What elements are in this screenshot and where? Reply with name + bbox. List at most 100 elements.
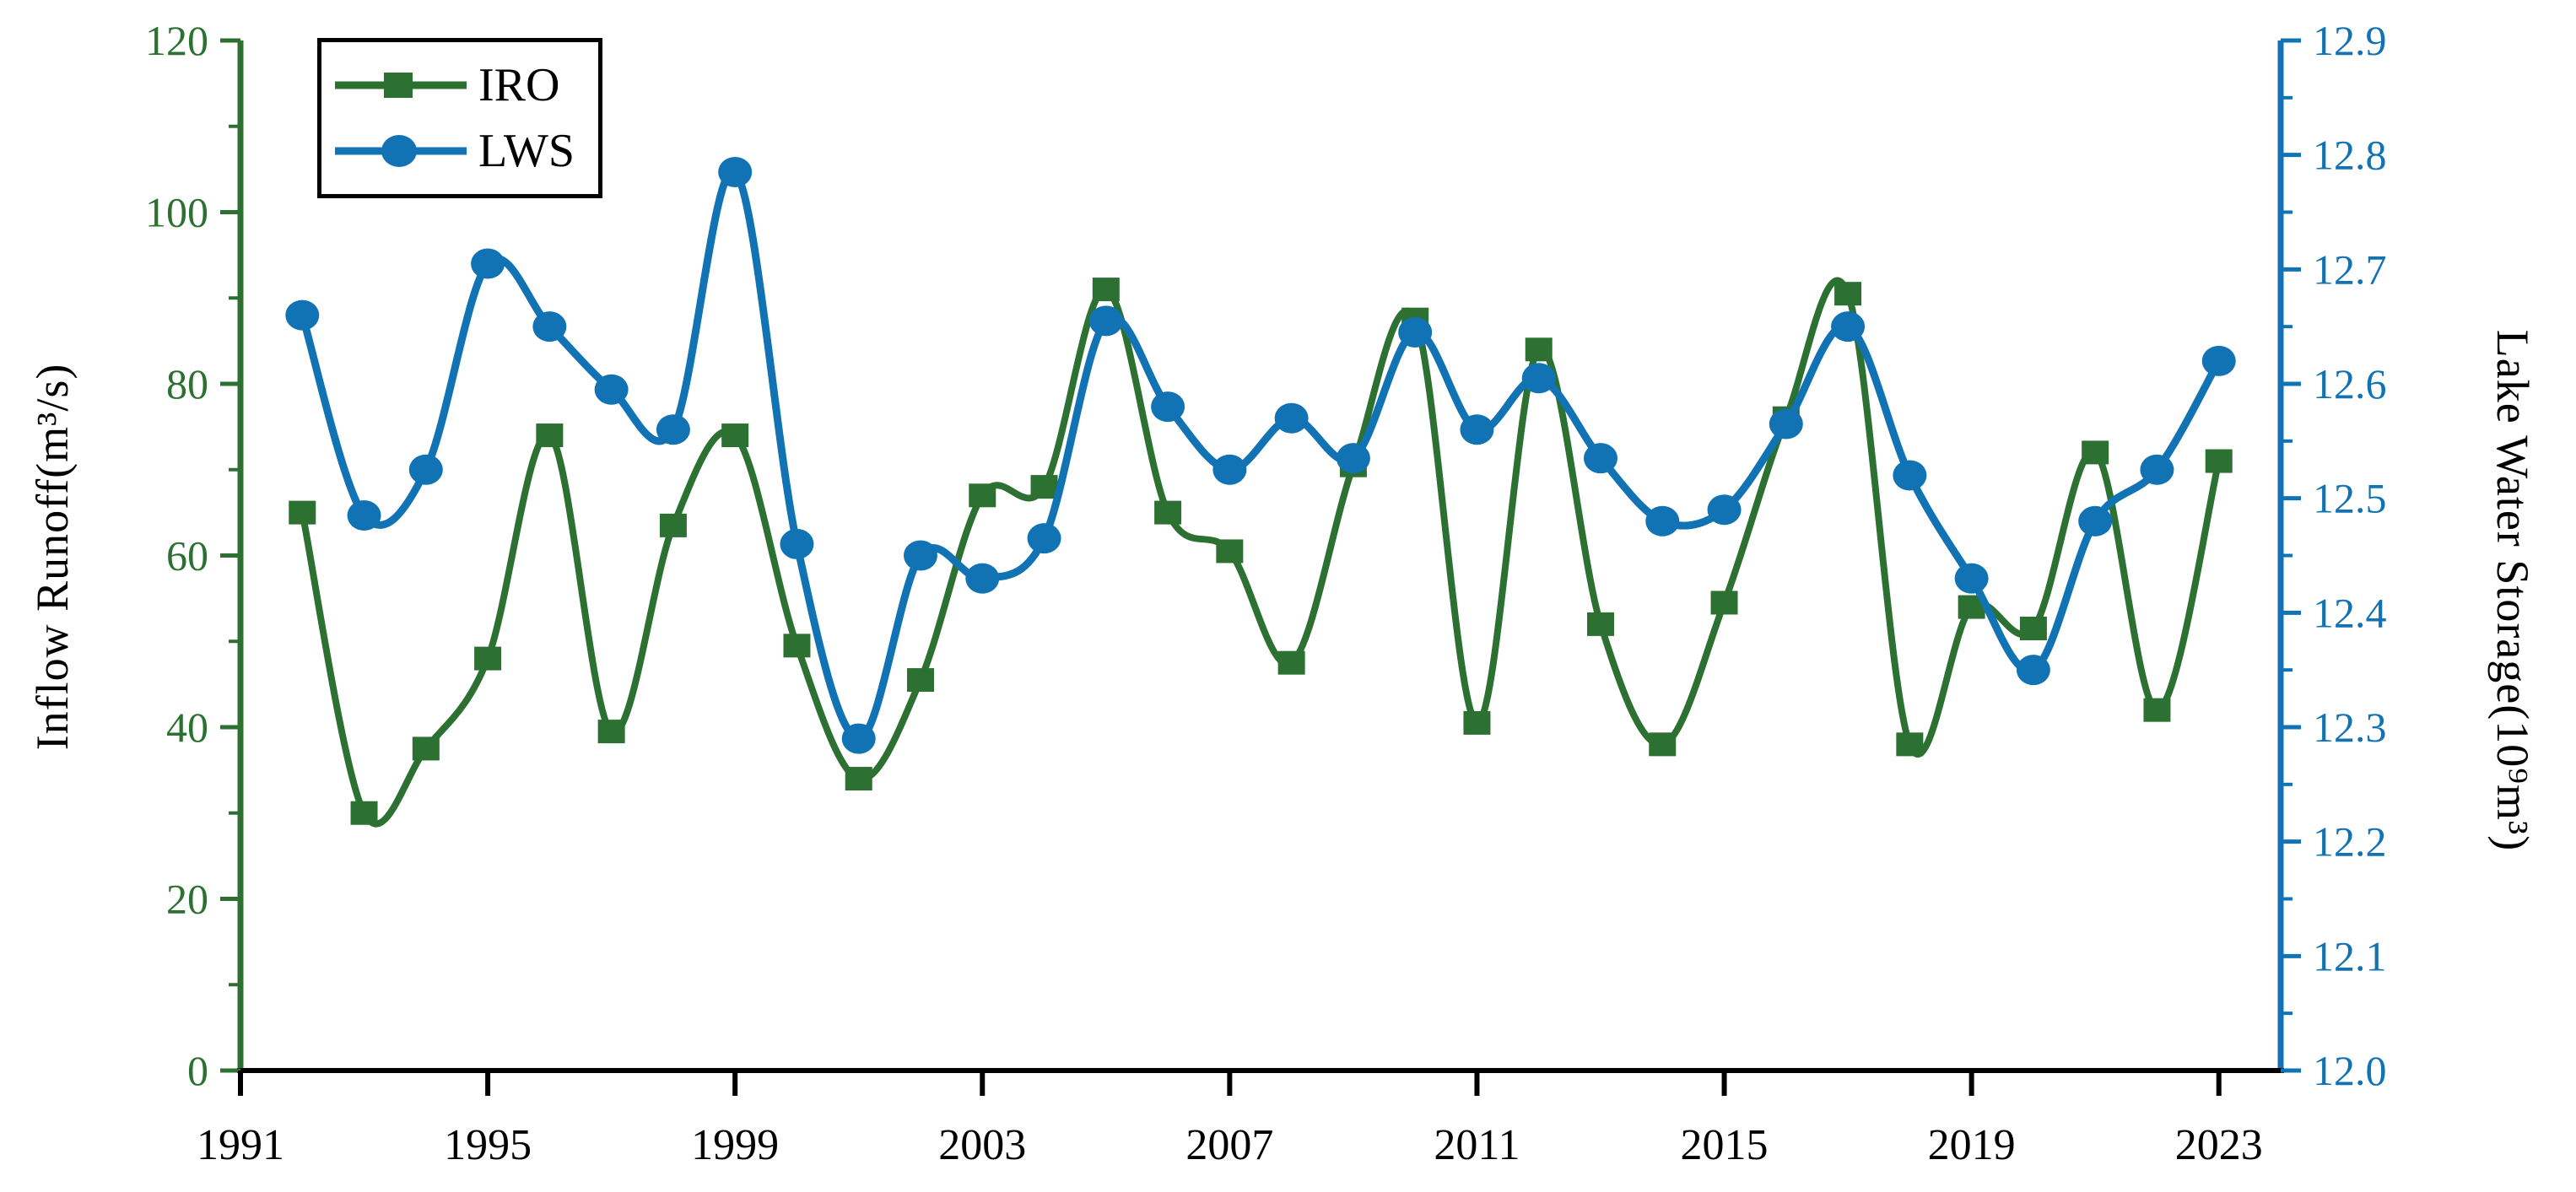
x-tick-label: 2015	[1681, 1121, 1769, 1169]
left-tick-label: 80	[166, 360, 208, 407]
right-tick-label: 12.7	[2313, 245, 2387, 293]
right-axis-title: Lake Water Storage(10⁹m³)	[2487, 329, 2538, 852]
x-axis-ticks: 1991 1995 1999 2003 2007 2011 2015 2019 2023	[197, 1071, 2263, 1169]
right-axis-ticks: 12.0 12.1 12.2 12.3 12.4 12.5 12.6 12.7 12.8 12.9	[2281, 17, 2387, 1094]
data-point-marker	[1707, 494, 1742, 526]
data-point-marker	[1277, 650, 1305, 675]
data-point-marker	[783, 634, 811, 658]
data-point-marker	[907, 668, 934, 693]
data-point-marker	[1088, 305, 1123, 337]
data-point-marker	[1896, 732, 1924, 757]
legend-item-lws: LWS	[321, 127, 598, 175]
data-point-marker	[1027, 523, 1061, 554]
data-point-marker	[2201, 345, 2236, 376]
data-point-marker	[1710, 591, 1738, 615]
x-tick-label: 2007	[1185, 1121, 1273, 1169]
iro-line-marker-icon	[335, 72, 467, 98]
data-point-marker	[969, 483, 996, 508]
data-point-marker	[1151, 391, 1185, 423]
data-point-marker	[780, 528, 814, 559]
data-point-marker	[1030, 475, 1058, 499]
data-point-marker	[1587, 612, 1614, 636]
right-tick-label: 12.1	[2313, 932, 2387, 979]
data-point-marker	[1336, 443, 1370, 474]
data-point-marker	[2078, 505, 2113, 537]
data-point-marker	[904, 540, 937, 571]
data-point-marker	[2205, 449, 2233, 473]
data-point-marker	[1521, 363, 1556, 394]
data-point-marker	[1154, 500, 1182, 525]
data-point-marker	[721, 423, 749, 448]
lws-line-marker-icon	[335, 135, 467, 168]
data-point-marker	[597, 720, 625, 744]
x-tick-label: 2011	[1434, 1121, 1520, 1169]
data-point-marker	[2082, 440, 2109, 465]
data-point-marker	[408, 454, 443, 485]
data-point-marker	[285, 299, 320, 331]
data-point-marker	[965, 563, 1000, 594]
x-tick-label: 2019	[1928, 1121, 2016, 1169]
legend: IRO LWS	[317, 38, 602, 198]
x-tick-label: 1999	[691, 1121, 779, 1169]
data-point-marker	[2143, 698, 2171, 722]
data-point-marker	[2016, 655, 2050, 686]
left-tick-label: 60	[166, 532, 208, 580]
legend-item-iro: IRO	[321, 62, 598, 109]
data-point-marker	[1893, 460, 1927, 491]
legend-label: IRO	[478, 58, 560, 111]
data-point-marker	[1092, 278, 1120, 302]
left-tick-label: 100	[145, 189, 208, 236]
lws-markers	[285, 157, 2236, 754]
data-point-marker	[474, 646, 502, 671]
data-point-marker	[659, 513, 687, 537]
right-tick-label: 12.0	[2313, 1047, 2387, 1094]
data-point-marker	[347, 500, 381, 531]
data-point-marker	[1216, 539, 1244, 564]
right-tick-label: 12.9	[2313, 17, 2387, 64]
x-tick-label: 1995	[444, 1121, 532, 1169]
x-tick-label: 1991	[197, 1121, 284, 1169]
data-point-marker	[1584, 443, 1617, 474]
right-tick-label: 12.5	[2313, 475, 2387, 522]
lws-series	[285, 157, 2236, 754]
data-point-marker	[1398, 316, 1433, 348]
left-tick-label: 0	[187, 1047, 208, 1094]
right-tick-label: 12.4	[2313, 589, 2387, 636]
data-point-marker	[841, 723, 876, 754]
right-tick-label: 12.8	[2313, 132, 2387, 179]
left-axis-ticks: 0 20 40 60 80 100 120	[145, 17, 240, 1094]
data-point-marker	[2019, 616, 2047, 640]
right-tick-label: 12.3	[2313, 704, 2387, 751]
data-point-marker	[1645, 505, 1680, 537]
left-tick-label: 120	[145, 17, 208, 64]
data-point-marker	[594, 374, 629, 405]
x-tick-label: 2023	[2175, 1121, 2263, 1169]
right-tick-label: 12.2	[2313, 818, 2387, 866]
data-point-marker	[1463, 710, 1491, 735]
data-point-marker	[1525, 337, 1553, 362]
data-point-marker	[718, 157, 753, 188]
data-point-marker	[1831, 311, 1866, 342]
data-point-marker	[532, 311, 567, 342]
data-point-marker	[1212, 454, 1247, 485]
data-point-marker	[656, 414, 690, 445]
data-point-marker	[2140, 454, 2174, 485]
left-axis-title: Inflow Runoff(m³/s)	[27, 363, 78, 751]
data-point-marker	[1834, 282, 1862, 306]
data-point-marker	[471, 248, 505, 279]
data-point-marker	[536, 423, 564, 448]
iro-curve	[299, 277, 2222, 828]
x-tick-label: 2003	[938, 1121, 1026, 1169]
data-point-marker	[1649, 732, 1677, 757]
data-point-marker	[412, 736, 440, 761]
data-point-marker	[1769, 408, 1803, 440]
right-tick-label: 12.6	[2313, 360, 2387, 407]
data-point-marker	[845, 767, 872, 791]
data-point-marker	[350, 801, 378, 825]
left-tick-label: 20	[166, 876, 208, 923]
data-point-marker	[1954, 563, 1989, 594]
left-tick-label: 40	[166, 704, 208, 751]
data-point-marker	[289, 500, 316, 525]
